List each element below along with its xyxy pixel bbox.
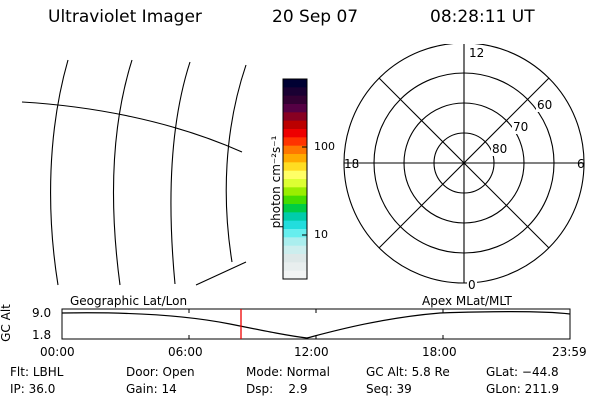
lat-label-70: 70 xyxy=(512,120,530,134)
colorbar-segment xyxy=(283,179,307,188)
timeline-y-tick-min: 1.8 xyxy=(32,328,52,342)
status-seq: Seq: 39 xyxy=(366,382,412,396)
colorbar-segment xyxy=(283,87,307,97)
colorbar-segment xyxy=(283,137,307,147)
mlt-label-6: 6 xyxy=(577,157,585,171)
x-tick-1800: 18:00 xyxy=(422,345,457,359)
timeline-y-tick-max: 9.0 xyxy=(32,306,52,320)
status-glat: GLat: −44.8 xyxy=(486,365,559,379)
latitude-line xyxy=(195,261,247,286)
timeline-right-title: Apex MLat/MLT xyxy=(422,294,512,308)
status-mode: Mode: Normal xyxy=(246,365,330,379)
status-dsp: Dsp: 2.9 xyxy=(246,382,308,396)
colorbar-segment xyxy=(283,162,307,172)
longitude-line xyxy=(170,61,191,285)
colorbar-tick-10: 10 xyxy=(314,228,328,241)
colorbar-segment xyxy=(283,187,307,197)
longitude-line xyxy=(113,59,133,286)
colorbar-segment xyxy=(283,154,307,163)
x-tick-1200: 12:00 xyxy=(294,345,329,359)
colorbar-segment xyxy=(283,195,307,205)
color-bar xyxy=(282,78,308,280)
mlt-label-18: 18 xyxy=(344,157,360,171)
colorbar-segment xyxy=(283,120,307,130)
colorbar-segment xyxy=(283,170,307,180)
app-title: Ultraviolet Imager xyxy=(48,7,202,27)
geographic-grid-panel xyxy=(21,59,247,286)
timeline-left-title: Geographic Lat/Lon xyxy=(70,294,188,308)
longitude-line xyxy=(225,64,247,263)
status-door: Door: Open xyxy=(126,365,195,379)
colorbar-segment xyxy=(283,254,307,263)
x-tick-0000: 00:00 xyxy=(40,345,75,359)
colorbar-segment xyxy=(283,270,307,280)
colorbar-segment xyxy=(283,262,307,272)
colorbar-segment xyxy=(283,145,307,155)
timeline-plot xyxy=(61,308,571,340)
status-filter: Flt: LBHL xyxy=(10,365,64,379)
colorbar-segment xyxy=(283,95,307,105)
colorbar-segment xyxy=(283,229,307,238)
colorbar-segment xyxy=(283,104,307,113)
latitude-line xyxy=(21,101,243,153)
status-ip: IP: 36.0 xyxy=(10,382,56,396)
colorbar-segment xyxy=(283,79,307,88)
mlt-label-0: 0 xyxy=(467,278,477,292)
x-tick-0600: 06:00 xyxy=(168,345,203,359)
colorbar-segment xyxy=(283,220,307,230)
status-glon: GLon: 211.9 xyxy=(486,382,559,396)
mlt-label-12: 12 xyxy=(468,46,486,60)
colorbar-segment xyxy=(283,212,307,222)
colorbar-frame xyxy=(282,78,308,280)
colorbar-segment xyxy=(283,112,307,122)
colorbar-segment xyxy=(283,129,307,138)
altitude-curve xyxy=(61,311,571,339)
colorbar-tick-100: 100 xyxy=(314,140,335,153)
colorbar-segment xyxy=(283,204,307,213)
polar-plot xyxy=(343,44,585,284)
x-tick-2359: 23:59 xyxy=(552,345,587,359)
colorbar-segment xyxy=(283,237,307,247)
lat-label-80: 80 xyxy=(491,142,509,156)
colorbar-segment xyxy=(283,245,307,255)
longitude-line xyxy=(50,59,69,286)
colorbar-unit-label: photon cm⁻²s⁻¹ xyxy=(269,135,283,229)
date-label: 20 Sep 07 xyxy=(272,7,359,27)
lat-label-60: 60 xyxy=(536,98,554,112)
status-gc-alt: GC Alt: 5.8 Re xyxy=(366,365,450,379)
polar-diagonal xyxy=(378,77,550,249)
status-gain: Gain: 14 xyxy=(126,382,177,396)
time-label: 08:28:11 UT xyxy=(430,7,535,27)
